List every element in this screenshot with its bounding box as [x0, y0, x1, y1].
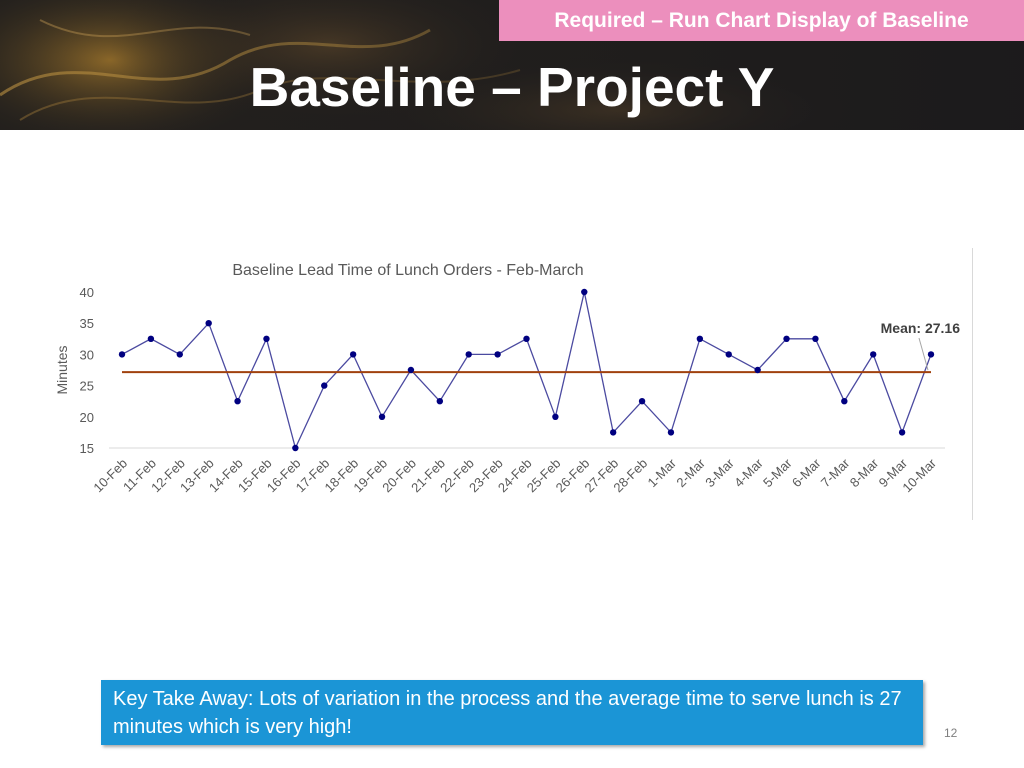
data-point: [523, 335, 530, 342]
data-point: [176, 351, 183, 358]
x-tick-label: 2-Mar: [673, 455, 708, 490]
y-tick-label: 25: [80, 379, 94, 394]
data-point: [783, 335, 790, 342]
data-point: [465, 351, 472, 358]
data-point: [378, 413, 386, 420]
data-point: [407, 366, 415, 374]
x-tick-label: 1-Mar: [644, 455, 679, 490]
y-tick-label: 35: [80, 316, 94, 331]
x-tick-label: 10-Mar: [899, 455, 939, 495]
y-tick-label: 20: [80, 410, 94, 425]
x-tick-label: 8-Mar: [847, 455, 882, 490]
data-point: [494, 351, 501, 358]
mean-label-leader: [918, 337, 929, 371]
run-chart: Baseline Lead Time of Lunch Orders - Feb…: [48, 245, 978, 525]
chart-title: Baseline Lead Time of Lunch Orders - Feb…: [232, 262, 583, 279]
data-point: [667, 429, 675, 436]
data-point: [552, 413, 559, 420]
data-point: [436, 398, 444, 405]
page-number: 12: [944, 726, 958, 740]
data-point: [581, 288, 588, 296]
data-point: [754, 366, 761, 374]
run-chart-svg: Baseline Lead Time of Lunch Orders - Feb…: [54, 262, 961, 495]
data-point: [118, 351, 126, 358]
mean-label: Mean: 27.16: [881, 320, 961, 336]
data-point: [292, 444, 299, 452]
data-point: [321, 382, 328, 389]
data-point: [205, 320, 212, 327]
data-point: [638, 398, 646, 405]
slide-title: Baseline – Project Y: [249, 56, 775, 118]
data-point: [349, 351, 357, 358]
data-point: [609, 429, 617, 436]
y-tick-label: 30: [80, 347, 94, 362]
x-tick-label: 7-Mar: [818, 455, 853, 490]
y-tick-label: 40: [80, 285, 94, 300]
y-axis-label: Minutes: [54, 345, 70, 394]
x-tick-label: 6-Mar: [789, 455, 824, 490]
key-takeaway-box: Key Take Away: Lots of variation in the …: [101, 680, 923, 745]
data-point: [870, 351, 877, 358]
data-point: [812, 335, 819, 342]
chart-frame-edge: [972, 248, 973, 520]
y-tick-label: 15: [80, 441, 94, 456]
data-point: [725, 351, 732, 358]
data-point: [263, 335, 270, 342]
x-tick-label: 3-Mar: [702, 455, 737, 490]
x-tick-label: 4-Mar: [731, 455, 766, 490]
data-point: [898, 429, 906, 436]
x-tick-label: 5-Mar: [760, 455, 795, 490]
data-point: [234, 398, 241, 405]
slide-header: Required – Run Chart Display of Baseline…: [0, 0, 1024, 130]
data-point: [696, 335, 704, 342]
data-point: [841, 398, 848, 405]
series-line: [121, 291, 932, 450]
required-banner: Required – Run Chart Display of Baseline: [499, 0, 1024, 41]
data-point: [147, 335, 155, 342]
data-point: [927, 351, 935, 358]
